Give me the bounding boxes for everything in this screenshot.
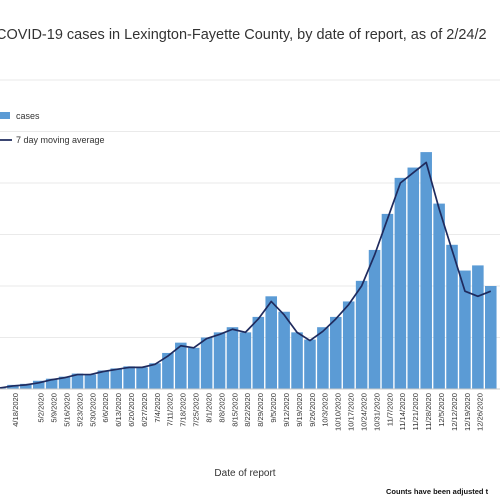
- x-tick-label: 5/9/2020: [50, 393, 59, 423]
- x-tick-label: 8/8/2020: [217, 393, 226, 423]
- bar-cases: [278, 311, 290, 389]
- x-tick-label: 6/6/2020: [101, 393, 110, 423]
- x-tick-label: 5/2/2020: [37, 393, 46, 423]
- x-tick-label: 7/25/2020: [192, 393, 201, 427]
- x-axis-title: Date of report: [214, 468, 275, 479]
- x-tick-label: 6/13/2020: [114, 393, 123, 427]
- x-tick-label: 10/31/2020: [372, 393, 381, 431]
- bar-cases: [472, 265, 484, 389]
- x-tick-label: 9/26/2020: [308, 393, 317, 427]
- bar-cases: [32, 380, 45, 389]
- x-tick-label: 7/4/2020: [153, 393, 162, 423]
- x-tick-label: 6/20/2020: [127, 393, 136, 427]
- x-tick-label: 11/21/2020: [411, 393, 420, 430]
- x-tick-label: 7/11/2020: [166, 393, 175, 426]
- bar-cases: [84, 374, 97, 389]
- x-tick-label: 11/7/2020: [385, 393, 394, 426]
- moving-average-line: [0, 161, 492, 389]
- x-tick-label: 8/29/2020: [256, 393, 265, 427]
- bar-cases: [355, 280, 368, 389]
- x-tick-label: 11/28/2020: [424, 393, 433, 430]
- legend-cases-swatch: [0, 112, 10, 119]
- chart-title: COVID-19 cases in Lexington-Fayette Coun…: [0, 27, 487, 43]
- x-tick-label: 9/5/2020: [269, 393, 278, 423]
- bar-cases: [446, 244, 458, 389]
- x-tick-label: 12/19/2020: [463, 393, 472, 431]
- bar-cases: [97, 370, 110, 389]
- bar-cases: [291, 332, 303, 389]
- bar-cases: [459, 270, 471, 389]
- bar-cases: [58, 376, 71, 389]
- bar-cases: [368, 249, 381, 389]
- x-tick-label: 10/24/2020: [359, 393, 368, 431]
- x-tick-label: 7/18/2020: [179, 393, 188, 427]
- bar-cases: [200, 337, 213, 389]
- bar-cases: [304, 339, 316, 389]
- x-tick-labels: 4/18/2020 5/2/2020 5/9/2020 5/16/2020 5/23/2…: [11, 393, 485, 431]
- x-tick-label: 10/3/2020: [321, 393, 330, 427]
- bar-cases: [252, 316, 265, 389]
- x-tick-label: 8/22/2020: [243, 393, 252, 427]
- adjustment-note: Counts have been adjusted t: [386, 487, 489, 496]
- x-tick-label: 9/12/2020: [282, 393, 291, 427]
- x-tick-label: 10/10/2020: [334, 393, 343, 431]
- bar-cases: [20, 383, 32, 389]
- cases-bars: [0, 152, 497, 389]
- x-tick-label: 6/27/2020: [140, 393, 149, 427]
- bar-cases: [420, 152, 432, 389]
- x-tick-label: 8/15/2020: [230, 393, 239, 427]
- x-tick-label: 12/26/2020: [476, 393, 485, 431]
- bar-cases: [433, 203, 445, 389]
- x-tick-label: 5/30/2020: [88, 393, 97, 427]
- bar-cases: [381, 213, 394, 389]
- bar-cases: [342, 301, 355, 389]
- legend-cases-label: cases: [16, 111, 40, 121]
- bar-cases: [110, 368, 123, 389]
- bar-cases: [71, 373, 84, 389]
- bar-cases: [213, 332, 226, 389]
- bar-cases: [45, 378, 58, 389]
- x-tick-label: 5/16/2020: [62, 393, 71, 427]
- x-tick-label: 10/17/2020: [347, 393, 356, 431]
- x-tick-label: 8/1/2020: [204, 393, 213, 423]
- bar-cases: [226, 327, 239, 389]
- bar-cases: [175, 342, 187, 389]
- x-tick-label: 12/5/2020: [437, 393, 446, 427]
- bar-cases: [7, 384, 19, 389]
- bar-cases: [330, 316, 342, 389]
- bar-cases: [162, 352, 174, 389]
- x-tick-label: 12/12/2020: [450, 393, 459, 431]
- bar-cases: [407, 167, 420, 389]
- bar-cases: [317, 327, 329, 389]
- bar-cases: [239, 332, 252, 389]
- bar-cases: [187, 347, 200, 389]
- x-tick-label: 11/14/2020: [398, 393, 407, 430]
- bar-cases: [149, 363, 161, 389]
- legend: cases 7 day moving average: [0, 111, 105, 145]
- x-tick-label: 4/18/2020: [11, 393, 20, 427]
- legend-average-label: 7 day moving average: [16, 135, 105, 145]
- bar-cases: [136, 367, 148, 389]
- bar-cases: [394, 177, 407, 389]
- bar-cases: [123, 366, 135, 389]
- bar-cases: [485, 286, 497, 389]
- bar-cases: [265, 296, 277, 389]
- x-tick-label: 9/19/2020: [295, 393, 304, 427]
- x-tick-label: 5/23/2020: [75, 393, 84, 427]
